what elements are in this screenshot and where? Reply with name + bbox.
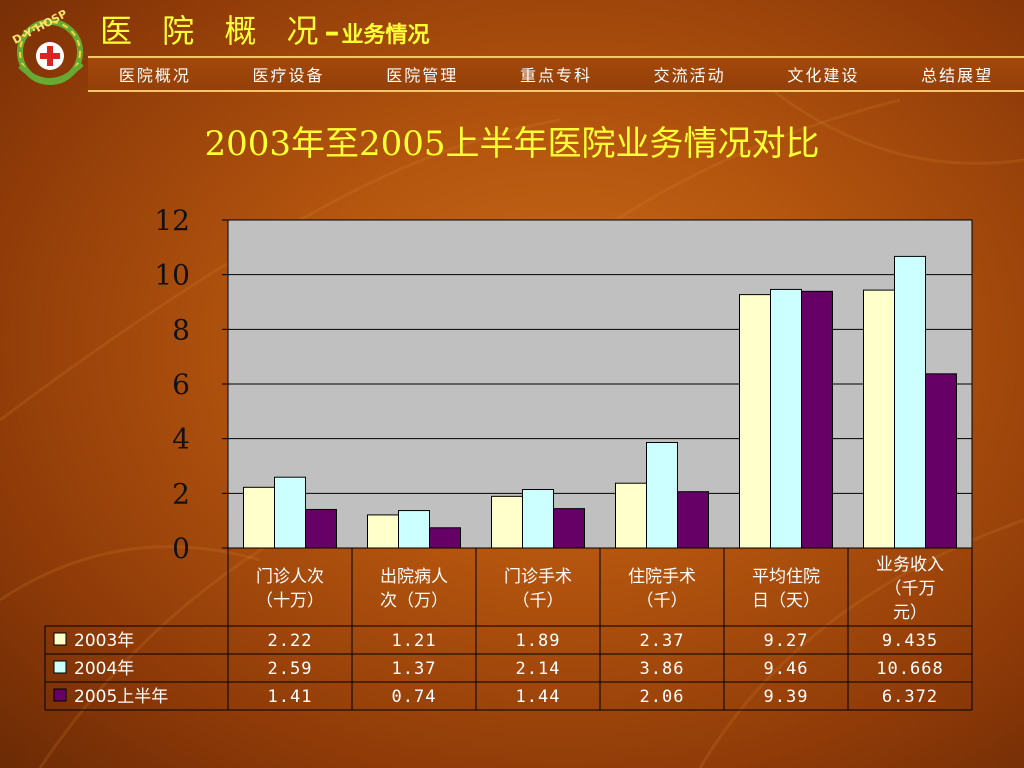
y-tick-label: 10 — [154, 259, 190, 292]
data-label: 2.22 — [268, 631, 313, 651]
data-label: 9.46 — [764, 659, 809, 679]
data-label: 3.86 — [640, 659, 685, 679]
data-label: 9.27 — [764, 631, 809, 651]
bar — [522, 489, 554, 549]
bar — [274, 476, 306, 549]
y-tick-label: 12 — [154, 204, 190, 237]
bar — [770, 288, 802, 549]
category-label: 出院病人 — [380, 567, 448, 587]
nav-item-culture[interactable]: 文化建设 — [787, 66, 860, 85]
y-tick-label: 8 — [172, 313, 190, 346]
y-tick-label: 0 — [172, 532, 190, 565]
nav-item-specialties[interactable]: 重点专科 — [519, 66, 592, 85]
nav-item-equipment[interactable]: 医疗设备 — [252, 66, 325, 85]
series-label: 2004年 — [74, 659, 134, 679]
bar — [429, 527, 461, 549]
page-header: 医 院 概 况 – 业务情况 — [100, 6, 430, 50]
bar — [894, 255, 926, 549]
data-label: 1.89 — [516, 631, 561, 651]
bar — [398, 510, 430, 549]
data-label: 1.37 — [392, 659, 437, 679]
legend-swatch — [53, 688, 67, 702]
data-label: 2.59 — [268, 659, 313, 679]
title-separator: – — [324, 15, 340, 50]
nav-item-summary[interactable]: 总结展望 — [921, 66, 994, 85]
nav-item-exchange[interactable]: 交流活动 — [653, 66, 726, 85]
data-label: 10.668 — [876, 659, 943, 679]
category-label: 元） — [893, 603, 927, 623]
data-label: 9.39 — [764, 687, 809, 707]
page-title: 医 院 概 况 — [100, 12, 329, 50]
series-label: 2003年 — [74, 631, 134, 651]
y-tick-label: 2 — [172, 477, 190, 510]
category-label: （千万 — [885, 579, 936, 599]
data-label: 9.435 — [882, 631, 938, 651]
y-tick-label: 4 — [172, 423, 190, 456]
hospital-logo: D·Y·HOSP — [10, 7, 84, 85]
data-label: 1.41 — [268, 687, 313, 707]
bar — [863, 289, 895, 549]
category-label: （千） — [637, 591, 688, 611]
bar — [801, 290, 833, 549]
legend-swatch — [53, 632, 67, 646]
legend-swatch — [53, 660, 67, 674]
bar — [615, 482, 647, 549]
category-label: 住院手术 — [628, 567, 696, 587]
series-label: 2005上半年 — [74, 687, 168, 707]
bar — [491, 495, 523, 549]
category-label: 门诊手术 — [504, 567, 572, 587]
nav-item-overview[interactable]: 医院概况 — [118, 66, 191, 85]
bar — [739, 294, 771, 549]
data-label: 1.21 — [392, 631, 437, 651]
bar — [243, 486, 275, 549]
data-label: 2.37 — [640, 631, 685, 651]
bar — [677, 491, 709, 549]
category-label: 平均住院 — [752, 567, 820, 587]
nav-bar: 医院概况 医疗设备 医院管理 重点专科 交流活动 文化建设 总结展望 — [88, 56, 1024, 92]
category-label: 业务收入 — [876, 555, 944, 575]
data-label: 2.06 — [640, 687, 685, 707]
data-label: 0.74 — [392, 687, 437, 707]
y-tick-label: 6 — [172, 368, 190, 401]
category-label: 次（万） — [380, 591, 448, 611]
data-label: 6.372 — [882, 687, 938, 707]
page-subtitle: 业务情况 — [341, 23, 430, 48]
category-label: （十万） — [256, 591, 324, 611]
chart-title: 2003年至2005上半年医院业务情况对比 — [204, 124, 820, 164]
bar — [646, 441, 678, 549]
data-label: 2.14 — [516, 659, 561, 679]
category-label: （千） — [513, 591, 564, 611]
data-label: 1.44 — [516, 687, 561, 707]
category-label: 日（天） — [752, 591, 820, 611]
category-label: 门诊人次 — [256, 567, 324, 587]
bar — [553, 508, 585, 549]
bar — [305, 508, 337, 549]
nav-item-management[interactable]: 医院管理 — [386, 66, 459, 85]
bar — [925, 373, 957, 549]
bar — [367, 514, 399, 549]
